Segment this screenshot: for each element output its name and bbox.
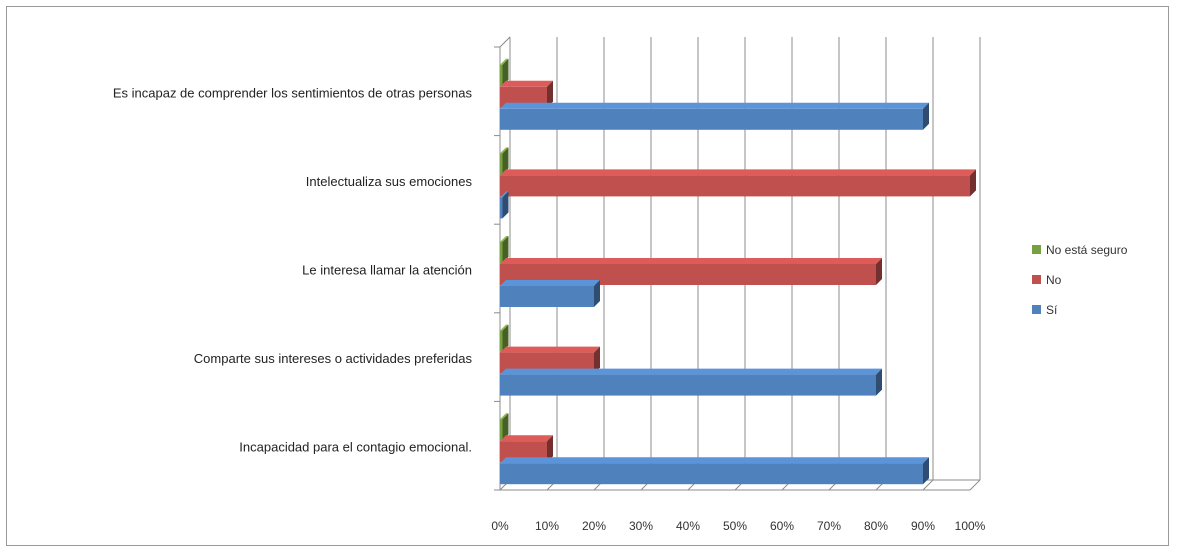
bar-front-face [500,153,503,175]
x-tick-label: 90% [911,519,935,533]
bar-front-face [500,242,503,263]
bar [500,324,509,352]
bar-end-face [876,258,882,285]
bar-top-face [500,368,882,375]
bar-front-face [500,330,503,352]
bar [500,236,509,263]
x-tick-label: 0% [491,519,509,533]
x-tick-label: 100% [955,519,986,533]
bar [500,368,882,396]
bar-top-face [500,324,509,331]
bar [500,435,553,463]
x-tick-label: 30% [629,519,653,533]
bar-top-face [500,280,600,286]
bar [500,346,600,374]
bar-end-face [502,324,509,352]
bar-end-face [876,368,882,396]
category-label: Incapacidad para el contagio emocional. [239,440,472,455]
bar-top-face [500,435,553,442]
category-label: Comparte sus intereses o actividades pre… [194,351,473,366]
bar-end-face [547,435,553,463]
bar-top-face [500,258,882,264]
x-tick-label: 60% [770,519,794,533]
legend-label: No está seguro [1046,243,1128,257]
bar [500,413,509,441]
category-label: Le interesa llamar la atención [302,263,472,278]
x-tick-label: 10% [535,519,559,533]
bar-top-face [500,147,509,154]
bar-front-face [500,175,970,197]
bar-front-face [500,86,547,108]
legend-label: No [1046,273,1062,287]
floor-gridline [922,479,934,491]
bar-front-face [500,197,503,219]
bar [500,258,882,285]
bar-top-face [500,80,553,87]
bar [500,102,929,130]
bar-top-face [500,457,929,464]
bar [500,147,509,175]
bar-top-face [500,413,509,420]
bar-end-face [970,169,976,197]
bar-front-face [500,264,876,285]
bar [500,457,929,485]
bar [500,169,976,197]
bar-top-face [500,236,509,242]
bar-front-face [500,463,923,485]
bar-end-face [594,346,600,374]
axis-top-edge [499,36,511,48]
floor-gridline [969,479,981,491]
bar-top-face [500,58,509,65]
bar [500,191,509,219]
x-tick-label: 50% [723,519,747,533]
bar-front-face [500,286,594,307]
bar [500,80,553,108]
x-tick-label: 70% [817,519,841,533]
x-tick-label: 20% [582,519,606,533]
legend-label: Sí [1046,303,1058,317]
legend-swatch [1032,305,1041,314]
bar-top-face [500,102,929,109]
x-tick-label: 40% [676,519,700,533]
bar-end-face [547,80,553,108]
bar-front-face [500,374,876,396]
bar-end-face [923,457,929,485]
legend-swatch [1032,275,1041,284]
bar-end-face [502,147,509,175]
legend-swatch [1032,245,1041,254]
bar-end-face [502,236,509,263]
bar-end-face [923,102,929,130]
bar-top-face [500,191,509,198]
bar-end-face [502,58,509,86]
x-tick-label: 80% [864,519,888,533]
bar-front-face [500,441,547,463]
bar-end-face [502,191,509,219]
bar-end-face [502,413,509,441]
bar [500,280,600,307]
bar-front-face [500,64,503,86]
bar-front-face [500,352,594,374]
category-label: Intelectualiza sus emociones [306,174,473,189]
bar-top-face [500,169,976,176]
category-label: Es incapaz de comprender los sentimiento… [113,85,473,100]
bar-top-face [500,346,600,353]
bar-front-face [500,419,503,441]
bar-end-face [594,280,600,307]
bar-front-face [500,108,923,130]
bar [500,58,509,86]
